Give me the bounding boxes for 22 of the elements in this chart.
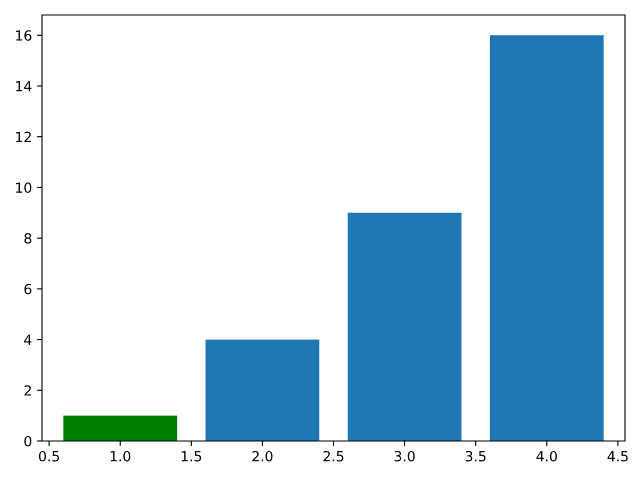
y-tick-label: 16: [16, 30, 32, 41]
bar: [206, 340, 320, 441]
x-tick-label: 2.0: [252, 450, 273, 462]
x-tick-label: 0.5: [38, 450, 59, 462]
bar: [63, 416, 178, 441]
x-tick-label: 4.5: [608, 451, 628, 462]
bar: [348, 212, 462, 441]
y-tick-label: 6: [24, 284, 32, 294]
y-tick-label: 0: [24, 436, 32, 446]
x-tick-label: 4.0: [536, 450, 557, 462]
y-tick-label: 8: [24, 233, 32, 244]
x-tick-label: 1.5: [182, 451, 202, 462]
x-tick-label: 3.0: [394, 450, 415, 462]
x-tick-label: 3.5: [466, 450, 486, 462]
y-tick-label: 4: [24, 334, 32, 345]
x-tick-label: 2.5: [323, 450, 344, 462]
bar: [490, 35, 604, 441]
y-tick-label: 12: [16, 132, 31, 142]
x-tick-label: 1.0: [110, 450, 130, 462]
y-tick-label: 2: [24, 385, 31, 396]
y-tick-label: 14: [16, 81, 32, 92]
y-tick-label: 10: [16, 182, 32, 193]
